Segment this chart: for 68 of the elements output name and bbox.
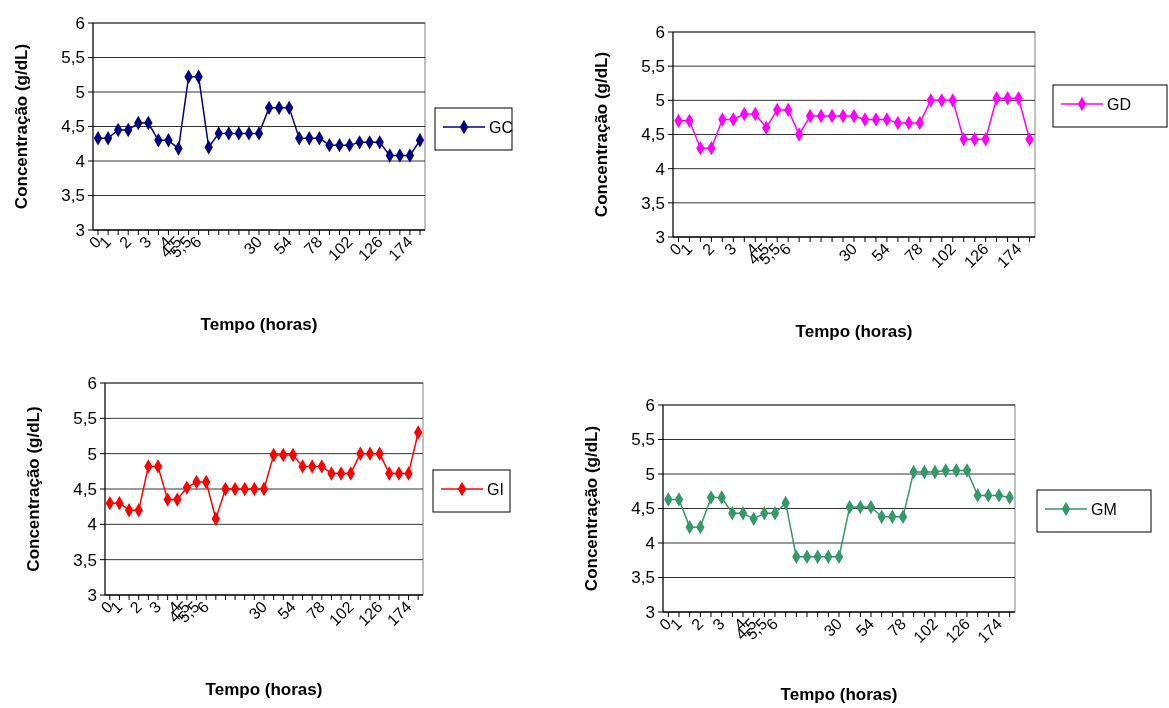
x-axis-title: Tempo (horas) xyxy=(200,315,318,334)
x-tick-label: 3 xyxy=(136,232,155,252)
y-tick-label: 3,5 xyxy=(61,186,85,206)
x-tick-label: 2 xyxy=(126,597,145,617)
x-tick-label: 174 xyxy=(383,597,415,629)
legend-label: GI xyxy=(487,480,504,498)
x-tick-label: 54 xyxy=(270,232,296,258)
y-tick-label: 6 xyxy=(645,395,655,415)
y-axis-title: Concentração (g/dL) xyxy=(24,406,43,572)
x-tick-label: 174 xyxy=(993,239,1025,271)
x-tick-label: 126 xyxy=(354,232,386,264)
x-tick-label: 126 xyxy=(354,597,386,629)
y-tick-label: 5,5 xyxy=(61,48,85,68)
x-tick-label: 126 xyxy=(942,614,974,646)
x-tick-label: 3 xyxy=(721,239,740,259)
y-tick-label: 5 xyxy=(87,444,97,464)
y-tick-label: 5,5 xyxy=(641,57,665,77)
y-tick-label: 6 xyxy=(87,373,97,393)
x-tick-label: 78 xyxy=(901,239,926,265)
y-tick-label: 3,5 xyxy=(641,193,665,213)
x-axis-title: Tempo (horas) xyxy=(205,680,323,699)
x-tick-label: 30 xyxy=(245,597,271,623)
x-tick-label: 3 xyxy=(145,597,165,617)
y-tick-label: 5,5 xyxy=(73,409,97,429)
y-tick-label: 4,5 xyxy=(61,117,85,137)
legend-label: GD xyxy=(1107,95,1131,113)
y-tick-label: 4 xyxy=(75,151,85,171)
y-tick-label: 4,5 xyxy=(641,125,665,145)
y-tick-label: 5 xyxy=(75,82,85,102)
y-axis-title: Concentração (g/dL) xyxy=(12,43,31,210)
x-tick-label: 2 xyxy=(699,239,718,259)
x-tick-label: 78 xyxy=(303,597,328,623)
x-axis-title: Tempo (horas) xyxy=(795,322,913,341)
x-tick-label: 30 xyxy=(820,614,846,640)
y-tick-label: 4 xyxy=(655,159,665,179)
x-tick-label: 2 xyxy=(115,232,135,252)
x-tick-label: 102 xyxy=(324,232,356,264)
x-tick-label: 54 xyxy=(868,239,894,265)
y-tick-label: 5 xyxy=(655,91,665,111)
y-tick-label: 6 xyxy=(75,13,85,33)
legend-label: GC xyxy=(489,118,513,136)
y-tick-label: 4 xyxy=(645,533,655,553)
x-tick-label: 54 xyxy=(852,614,878,640)
x-tick-label: 102 xyxy=(325,597,357,629)
x-tick-label: 2 xyxy=(688,614,707,634)
y-tick-label: 4 xyxy=(87,515,97,535)
x-tick-label: 78 xyxy=(300,232,326,258)
y-tick-label: 4,5 xyxy=(631,499,655,519)
x-axis-title: Tempo (horas) xyxy=(780,685,898,704)
y-tick-label: 3,5 xyxy=(73,550,97,570)
x-tick-label: 174 xyxy=(974,614,1006,646)
x-tick-label: 30 xyxy=(835,239,861,265)
x-tick-label: 102 xyxy=(910,614,942,646)
x-tick-label: 102 xyxy=(927,239,959,271)
x-tick-label: 126 xyxy=(960,239,992,271)
x-tick-label: 30 xyxy=(240,232,266,258)
x-tick-label: 3 xyxy=(709,614,728,634)
x-tick-label: 54 xyxy=(274,597,300,623)
x-tick-label: 174 xyxy=(385,232,417,264)
y-tick-label: 3,5 xyxy=(631,568,655,588)
y-tick-label: 5 xyxy=(645,464,655,484)
legend-label: GM xyxy=(1091,500,1117,518)
y-axis-title: Concentração (g/dL) xyxy=(592,51,611,218)
y-tick-label: 6 xyxy=(655,22,665,42)
x-tick-label: 78 xyxy=(884,614,910,640)
y-axis-title: Concentração (g/dL) xyxy=(582,425,601,592)
y-tick-label: 4,5 xyxy=(73,479,97,499)
y-tick-label: 5,5 xyxy=(631,430,655,450)
